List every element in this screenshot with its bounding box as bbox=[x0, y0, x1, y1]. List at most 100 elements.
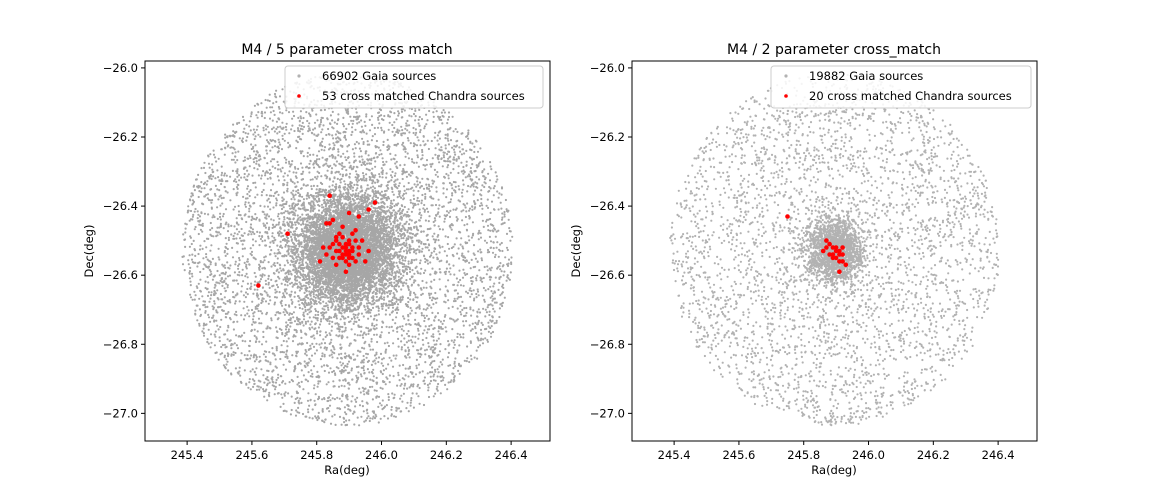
right-chandra-point-2 bbox=[827, 241, 832, 247]
right-chandra-point-17 bbox=[840, 252, 845, 257]
right-legend-box bbox=[770, 65, 1032, 109]
left-chandra-point-25 bbox=[350, 255, 355, 261]
left-chandra-point-20 bbox=[343, 248, 349, 254]
left-x-tick-label: 246.2 bbox=[430, 448, 463, 462]
left-legend-marker-gaia bbox=[297, 74, 301, 78]
left-chandra-point-8 bbox=[330, 217, 336, 223]
right-chandra-point-12 bbox=[837, 269, 842, 275]
left-points-layer bbox=[181, 72, 514, 427]
left-chandra-point-31 bbox=[353, 238, 358, 243]
left-chandra-point-7 bbox=[324, 221, 329, 226]
left-y-axis-label: Dec(deg) bbox=[82, 225, 96, 278]
left-chandra-point-36 bbox=[327, 245, 333, 250]
left-chandra-point-34 bbox=[333, 262, 339, 268]
right-chart-title: M4 / 2 parameter cross_match bbox=[727, 42, 941, 58]
left-legend-label-chandra: 53 cross matched Chandra sources bbox=[322, 89, 525, 103]
left-chandra-point-51 bbox=[343, 252, 349, 257]
right-y-tick-label: −26.6 bbox=[590, 268, 625, 282]
left-chandra-point-14 bbox=[320, 245, 326, 250]
right-legend-marker-chandra bbox=[784, 94, 788, 98]
right-gaia-sources-cloud bbox=[669, 72, 1000, 427]
right-scatter-panel: M4 / 2 parameter cross_match 245.4 245.6 2… bbox=[569, 42, 1038, 477]
right-chandra-point-9 bbox=[837, 259, 842, 264]
right-chandra-point-16 bbox=[833, 245, 839, 250]
right-y-ticks: −26.0 −26.2 −26.4 −26.6 −26.8 −27.0 bbox=[590, 61, 632, 420]
left-chandra-point-6 bbox=[327, 221, 333, 226]
left-chandra-point-10 bbox=[340, 224, 345, 230]
right-x-tick-label: 246.4 bbox=[982, 448, 1015, 462]
right-chandra-point-10 bbox=[840, 259, 845, 264]
left-axes-frame bbox=[144, 60, 551, 442]
left-chandra-point-18 bbox=[337, 241, 342, 247]
left-chandra-point-4 bbox=[356, 214, 362, 219]
right-chandra-point-13 bbox=[827, 252, 832, 257]
left-legend-marker-chandra bbox=[297, 94, 301, 98]
left-x-tick-label: 245.6 bbox=[235, 448, 268, 462]
right-x-tick-label: 245.6 bbox=[722, 448, 755, 462]
left-x-tick-label: 245.8 bbox=[300, 448, 333, 462]
left-legend: 66902 Gaia sources 53 cross matched Chan… bbox=[284, 65, 544, 109]
right-x-ticks: 245.4 245.6 245.8 246.0 246.2 246.4 bbox=[658, 441, 1015, 462]
right-y-tick-label: −26.4 bbox=[590, 199, 625, 213]
right-y-tick-label: −27.0 bbox=[590, 406, 625, 420]
right-legend-label-chandra: 20 cross matched Chandra sources bbox=[809, 89, 1012, 103]
right-chandra-point-5 bbox=[833, 248, 839, 254]
left-chandra-point-22 bbox=[350, 245, 355, 250]
right-x-axis-label: Ra(deg) bbox=[811, 463, 856, 477]
left-chandra-point-41 bbox=[343, 259, 349, 264]
right-x-tick-label: 246.0 bbox=[852, 448, 885, 462]
left-chandra-point-26 bbox=[346, 241, 352, 247]
right-y-tick-label: −26.0 bbox=[590, 61, 625, 75]
left-x-tick-label: 246.4 bbox=[495, 448, 528, 462]
left-chandra-point-12 bbox=[333, 234, 339, 240]
right-chandra-point-11 bbox=[843, 262, 849, 268]
left-chandra-point-1 bbox=[285, 231, 290, 236]
left-chandra-point-9 bbox=[346, 210, 352, 216]
right-chandra-point-8 bbox=[833, 255, 839, 261]
left-chandra-point-24 bbox=[340, 255, 345, 261]
left-chandra-point-13 bbox=[359, 238, 365, 243]
left-chandra-point-35 bbox=[343, 269, 349, 275]
right-axes-frame bbox=[631, 60, 1038, 442]
right-legend-marker-gaia bbox=[784, 74, 788, 78]
left-chandra-point-11 bbox=[353, 228, 358, 233]
left-chandra-point-37 bbox=[330, 255, 336, 261]
left-y-tick-label: −26.6 bbox=[103, 268, 138, 282]
left-chandra-point-52 bbox=[346, 255, 352, 261]
right-y-tick-label: −26.8 bbox=[590, 337, 625, 351]
left-chandra-point-48 bbox=[337, 255, 342, 261]
left-chandra-point-46 bbox=[343, 245, 349, 250]
right-chandra-point-1 bbox=[824, 238, 829, 243]
left-chandra-point-43 bbox=[340, 252, 345, 257]
right-chandra-point-6 bbox=[837, 248, 842, 254]
left-x-ticks: 245.4 245.6 245.8 246.0 246.2 246.4 bbox=[171, 441, 528, 462]
right-x-tick-label: 245.4 bbox=[658, 448, 691, 462]
right-x-tick-label: 245.8 bbox=[787, 448, 820, 462]
left-chandra-point-19 bbox=[340, 245, 345, 250]
left-chandra-point-21 bbox=[346, 252, 352, 257]
right-chandra-point-15 bbox=[820, 248, 826, 254]
left-chandra-point-16 bbox=[317, 259, 323, 264]
left-chandra-point-29 bbox=[356, 245, 362, 250]
left-y-tick-label: −26.8 bbox=[103, 337, 138, 351]
left-chandra-point-2 bbox=[327, 193, 333, 198]
right-y-tick-label: −26.2 bbox=[590, 130, 625, 144]
right-chandra-point-19 bbox=[830, 255, 836, 261]
left-chandra-point-0 bbox=[256, 283, 261, 288]
right-chandra-point-18 bbox=[837, 252, 842, 257]
left-chandra-point-30 bbox=[340, 234, 345, 240]
right-x-tick-label: 246.2 bbox=[917, 448, 950, 462]
right-y-axis-label: Dec(deg) bbox=[569, 225, 583, 278]
left-y-tick-label: −26.4 bbox=[103, 199, 138, 213]
left-legend-box bbox=[284, 65, 544, 109]
left-chandra-point-44 bbox=[333, 248, 339, 254]
right-points-layer bbox=[669, 72, 1000, 427]
left-chandra-point-33 bbox=[346, 262, 352, 268]
left-chandra-point-28 bbox=[333, 238, 339, 243]
left-chandra-point-47 bbox=[346, 248, 352, 254]
left-x-tick-label: 245.4 bbox=[171, 448, 204, 462]
left-chandra-point-49 bbox=[356, 252, 362, 257]
left-x-axis-label: Ra(deg) bbox=[324, 463, 369, 477]
left-legend-label-gaia: 66902 Gaia sources bbox=[322, 69, 436, 83]
